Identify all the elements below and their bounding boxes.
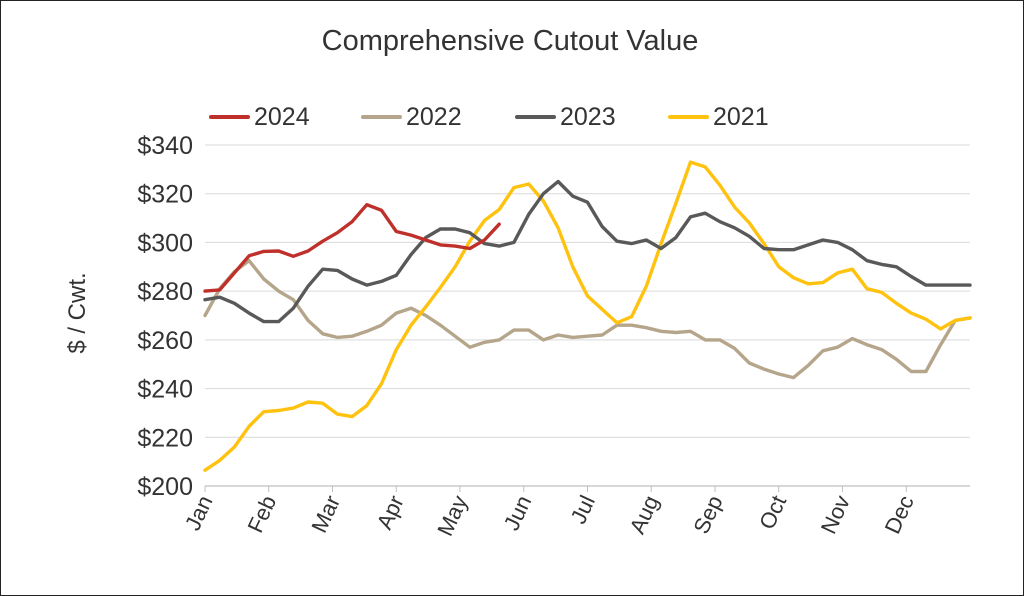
x-tick-label: May [432,492,472,540]
x-tick-label: Aug [625,492,664,538]
legend-label-2021: 2021 [713,103,769,131]
x-tick-label: Oct [754,492,791,534]
y-axis-ticks: $200 $220 $240 $260 $280 $300 $320 $340 [137,132,193,501]
series-line-2022 [203,259,972,380]
x-tick-label: Sep [688,492,727,538]
x-tick-label: Nov [816,492,855,538]
y-tick-label: $240 [137,376,193,404]
x-tick-label: Dec [880,492,919,538]
x-tick-label: Jul [565,492,600,528]
series-line-2024 [203,202,501,293]
x-axis-ticks: Jan Feb Mar Apr May Jun Jul Aug Sep Oct Nov Dec [180,486,919,540]
y-tick-label: $320 [137,181,193,209]
x-tick-label: Apr [372,492,409,534]
y-axis-label: $ / Cwt. [64,272,91,353]
series-line-2021 [203,160,972,472]
y-tick-label: $260 [137,327,193,355]
y-tick-label: $200 [137,473,193,501]
series-group [203,160,972,472]
y-tick-label: $280 [137,278,193,306]
series-line-2023 [203,179,972,324]
legend-label-2024: 2024 [254,103,310,131]
y-tick-label: $340 [137,132,193,160]
y-tick-label: $220 [137,424,193,452]
legend-label-2023: 2023 [560,103,616,131]
legend-label-2022: 2022 [406,103,462,131]
chart-title: Comprehensive Cutout Value [322,25,699,57]
x-tick-label: Jun [499,492,537,535]
x-tick-label: Mar [306,492,345,537]
y-tick-label: $300 [137,229,193,257]
legend: 2024 2022 2023 2021 [209,103,769,131]
x-tick-label: Feb [243,492,282,537]
gridlines [205,144,970,487]
